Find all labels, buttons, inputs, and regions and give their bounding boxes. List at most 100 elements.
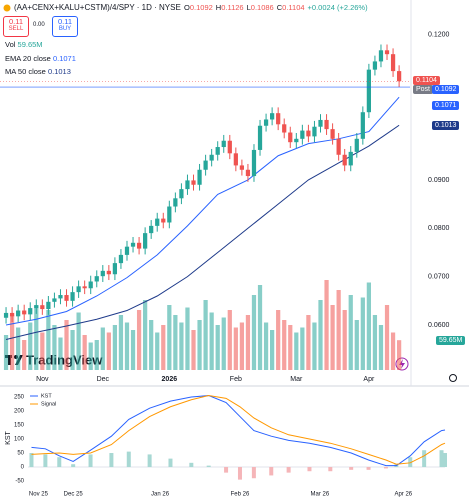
histogram-bar	[206, 465, 211, 468]
candle-body	[215, 147, 220, 155]
volume-bar	[203, 300, 208, 370]
volume-bar	[112, 325, 118, 370]
candle-body	[306, 130, 311, 137]
candle-body	[100, 270, 105, 277]
alert-icon	[399, 359, 405, 369]
candle-body	[28, 308, 33, 315]
candle-body	[245, 169, 251, 177]
histogram-bar	[88, 454, 93, 468]
ema-legend: EMA 20 close 0.1071	[5, 54, 76, 63]
histogram-bar	[147, 454, 152, 468]
candle-body	[312, 126, 317, 137]
y-axis-label: KST	[5, 430, 12, 444]
histogram-bar	[328, 467, 333, 472]
candle-body	[130, 242, 136, 247]
volume-bar	[282, 320, 287, 370]
candle-body	[366, 69, 371, 113]
volume-bar	[100, 327, 105, 370]
volume-bar	[324, 280, 329, 370]
vol-name: Vol	[5, 40, 16, 49]
volume-bar	[94, 340, 99, 370]
candle-body	[336, 138, 341, 155]
vol-value: 59.65M	[17, 40, 43, 49]
candle-body	[209, 154, 214, 161]
y-tick-label: 0.1200	[428, 32, 450, 39]
x-tick-label: Nov	[36, 376, 49, 383]
ohlc: O0.1092 H0.1126 L0.1086 C0.1104 +0.0024 (+2.…	[184, 3, 368, 12]
volume-bar	[384, 305, 390, 370]
volume-bar	[167, 305, 172, 370]
buy-button[interactable]: 0.11 BUY	[52, 16, 78, 37]
y-tick-label: 0.0800	[428, 225, 450, 232]
candle-body	[3, 312, 9, 318]
volume-last-box: 59.65M	[436, 336, 466, 345]
candle-body	[167, 206, 172, 223]
volume-bar	[366, 282, 371, 370]
candle-body	[396, 71, 402, 82]
volume-bar	[191, 330, 196, 370]
ohlc-key: L	[246, 3, 251, 12]
volume-bar	[396, 340, 402, 370]
histogram-bar	[408, 457, 413, 468]
candle-body	[191, 180, 196, 185]
candle-body	[257, 125, 263, 150]
candle-body	[233, 153, 238, 166]
x-tick-label: Apr 26	[394, 492, 412, 498]
sell-button[interactable]: 0.11 SELL	[3, 16, 29, 37]
last-price-box: 0.1104	[413, 76, 440, 86]
volume-bar	[221, 317, 226, 370]
candle-body	[112, 263, 118, 275]
y-tick-label: 0.0600	[428, 322, 450, 329]
volume-bar	[306, 315, 311, 370]
x-tick-label: Mar	[290, 376, 303, 383]
candle-body	[136, 242, 142, 249]
buy-price: 0.11	[57, 17, 73, 26]
volume-bar	[354, 320, 359, 370]
candle-body	[82, 286, 87, 289]
volume-bar	[233, 327, 238, 370]
candle-body	[330, 129, 335, 139]
candle-body	[276, 113, 281, 125]
volume-bar	[64, 320, 69, 370]
histogram-bar	[286, 467, 291, 473]
candle-body	[124, 246, 130, 255]
candle-body	[294, 138, 299, 143]
settings-button[interactable]	[449, 374, 457, 382]
histogram-bar	[126, 451, 131, 468]
histogram-bar	[269, 467, 274, 476]
volume-bar	[82, 335, 87, 370]
x-tick-label: Dec	[97, 376, 110, 383]
histogram-bar	[251, 467, 256, 479]
volume-bar	[239, 322, 245, 370]
candle-body	[143, 233, 148, 249]
volume-bar	[161, 325, 166, 370]
candle-body	[88, 281, 93, 289]
y-tick-label: 0.0900	[428, 177, 450, 184]
candle-body	[173, 198, 178, 207]
candle-body	[22, 310, 27, 315]
candle-body	[16, 310, 21, 317]
ohlc-value: 0.1086	[250, 3, 274, 12]
candle-body	[149, 225, 154, 234]
volume-bar	[136, 310, 142, 370]
ohlc-value: 0.1126	[221, 3, 244, 12]
volume-bar	[342, 310, 347, 370]
candle-body	[203, 160, 208, 170]
ohlc-value: 0.1104	[282, 3, 305, 12]
histogram-bar	[57, 457, 62, 468]
volume-bar	[118, 315, 124, 370]
x-tick-label: Jan 26	[151, 492, 170, 498]
histogram-bar	[29, 453, 34, 468]
vol-legend: Vol 59.65M	[5, 40, 43, 49]
candle-body	[372, 61, 378, 70]
candle-body	[378, 50, 384, 62]
volume-bar	[22, 340, 27, 370]
ohlc-key: C	[276, 3, 283, 12]
line-last-box: 0.1013	[432, 121, 460, 131]
x-tick-label: Feb 26	[231, 492, 250, 498]
sell-price: 0.11	[8, 17, 24, 26]
y-tick-label: 50	[17, 451, 24, 457]
candle-body	[118, 254, 124, 264]
ma-name: MA 50 close	[5, 67, 46, 76]
candle-body	[161, 218, 166, 223]
